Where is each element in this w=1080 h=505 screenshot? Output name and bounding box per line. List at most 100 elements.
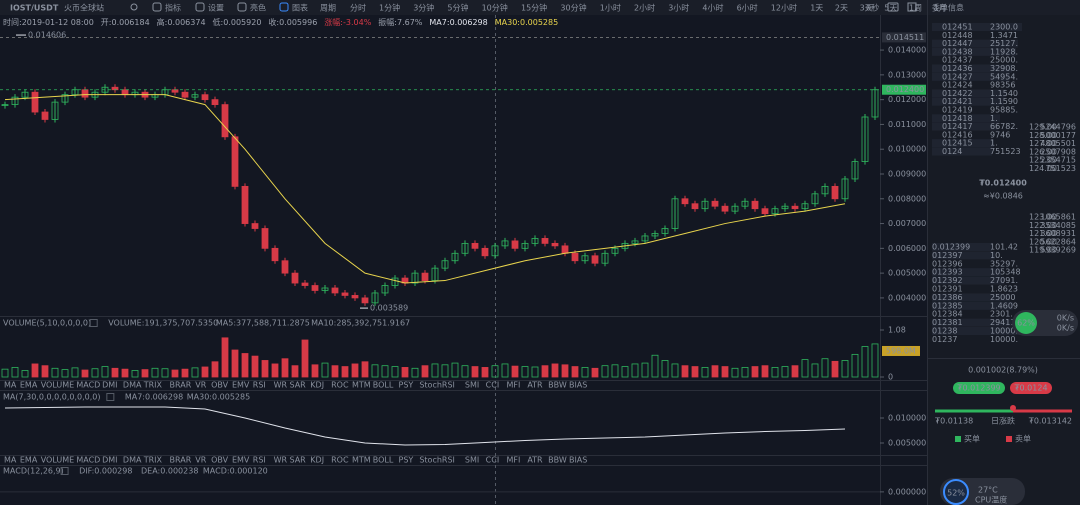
period-button[interactable]: 1分钟: [379, 3, 400, 13]
indicator-tab[interactable]: TRIX: [143, 381, 163, 390]
info-item: 收:0.005996: [268, 17, 317, 27]
indicator-tab[interactable]: DMA: [123, 381, 142, 390]
indicator-tab[interactable]: DMI: [102, 381, 117, 390]
indicator-tab[interactable]: SAR: [289, 381, 306, 390]
indicator-tab[interactable]: ATR: [527, 381, 543, 390]
info-item: MA30:0.005285: [495, 18, 558, 27]
panel-settings[interactable]: [89, 319, 98, 327]
toolbar-button[interactable]: 图表: [292, 3, 308, 13]
indicator-tab[interactable]: MA: [4, 456, 17, 465]
indicator-tab[interactable]: BIAS: [569, 381, 587, 390]
indicator-tab[interactable]: SMI: [465, 456, 479, 465]
candle: [731, 205, 739, 212]
indicator-tab[interactable]: BRAR: [170, 456, 192, 465]
price-tick-label: 0.008000: [888, 194, 926, 203]
indicator-tab[interactable]: MA: [4, 381, 17, 390]
indicator-tab[interactable]: OBV: [211, 381, 229, 390]
indicator-tab[interactable]: SMI: [465, 381, 479, 390]
indicator-tab[interactable]: KDJ: [310, 456, 324, 465]
indicator-tab[interactable]: MACD: [76, 381, 100, 390]
depth-size: 2354715: [1040, 156, 1076, 165]
period-button[interactable]: 3分钟: [413, 3, 434, 13]
period-button[interactable]: 15分钟: [521, 3, 547, 13]
indicator-tab[interactable]: RSI: [253, 381, 266, 390]
period-button[interactable]: 1月: [934, 4, 947, 13]
panel-legend: DIF:0.000298: [79, 467, 132, 476]
volume-bar: [661, 360, 669, 378]
period-button[interactable]: 2天: [835, 4, 848, 13]
volume-bar: [51, 367, 59, 378]
sell-button[interactable]: [1010, 382, 1052, 394]
period-button[interactable]: 30分钟: [560, 3, 586, 13]
indicator-tab[interactable]: TRIX: [143, 456, 163, 465]
period-button[interactable]: 6小时: [737, 3, 758, 13]
indicator-tab[interactable]: MTM: [352, 381, 371, 390]
indicator-tab[interactable]: ROC: [331, 456, 349, 465]
indicator-tab[interactable]: BBW: [548, 456, 567, 465]
candle: [341, 292, 349, 296]
indicator-tab[interactable]: RSI: [253, 456, 266, 465]
indicator-tab[interactable]: MACD: [76, 456, 100, 465]
indicator-tab[interactable]: WR: [274, 381, 288, 390]
indicator-tab[interactable]: EMV: [232, 456, 250, 465]
period-button[interactable]: 2小时: [634, 3, 655, 13]
indicator-tab[interactable]: DMA: [123, 456, 142, 465]
indicator-tab[interactable]: OBV: [211, 456, 229, 465]
indicator-tab[interactable]: VOLUME: [41, 456, 74, 465]
period-button[interactable]: 12小时: [771, 3, 797, 13]
indicator-tab[interactable]: EMA: [20, 456, 38, 465]
indicator-tab[interactable]: KDJ: [310, 381, 324, 390]
indicator-tab[interactable]: BIAS: [569, 456, 587, 465]
period-button[interactable]: 1小时: [600, 3, 621, 13]
panel-settings[interactable]: [106, 393, 115, 401]
indicator-tab[interactable]: CCI: [486, 381, 500, 390]
period-button[interactable]: 1天: [810, 4, 823, 13]
indicator-tab[interactable]: EMV: [232, 381, 250, 390]
ask-price: 012448: [942, 31, 973, 40]
indicator-tab[interactable]: ROC: [331, 381, 349, 390]
indicator-tab[interactable]: MFI: [507, 456, 521, 465]
indicator-tab[interactable]: VOLUME: [41, 381, 74, 390]
candle: [491, 245, 499, 257]
toolbar-button[interactable]: 亮色: [250, 3, 266, 13]
period-button[interactable]: 5分钟: [447, 3, 468, 13]
indicator-tab[interactable]: PSY: [399, 381, 414, 390]
buy-button-label[interactable]: ₮0.012399: [957, 384, 1000, 393]
candle: [711, 200, 719, 207]
indicator-tab[interactable]: BRAR: [170, 381, 192, 390]
camera-icon[interactable]: [887, 2, 899, 12]
indicator-tab[interactable]: VR: [195, 381, 206, 390]
toolbar-button[interactable]: 指标: [165, 3, 181, 13]
volume-bar: [61, 369, 69, 378]
indicator-tab[interactable]: BBW: [548, 381, 567, 390]
period-button[interactable]: 4小时: [702, 3, 723, 13]
indicator-tab[interactable]: PSY: [399, 456, 414, 465]
sell-button-label[interactable]: ₮0.0124: [1014, 384, 1047, 393]
indicator-tab[interactable]: StochRSI: [419, 456, 455, 465]
period-button[interactable]: 10分钟: [482, 3, 508, 13]
period-button[interactable]: 3小时: [668, 3, 689, 13]
indicator-tab[interactable]: DMI: [102, 456, 117, 465]
indicator-tab[interactable]: StochRSI: [419, 381, 455, 390]
toolbar-button[interactable]: 设置: [208, 3, 224, 13]
depth-size: 2507908: [1040, 147, 1076, 156]
buy-button[interactable]: [953, 382, 1005, 394]
fullscreen-icon[interactable]: [907, 2, 917, 12]
period-button[interactable]: 5天: [884, 4, 897, 13]
depth-size: 3608931: [1040, 229, 1076, 238]
indicator-tab[interactable]: BOLL: [373, 456, 394, 465]
period-button[interactable]: 分时: [350, 3, 366, 13]
indicator-tab[interactable]: MTM: [352, 456, 371, 465]
indicator-tab[interactable]: VR: [195, 456, 206, 465]
indicator-tab[interactable]: EMA: [20, 381, 38, 390]
indicator-tab[interactable]: WR: [274, 456, 288, 465]
indicator-tab[interactable]: ATR: [527, 456, 543, 465]
panel-settings[interactable]: [60, 467, 69, 475]
indicator-tab[interactable]: CCI: [486, 456, 500, 465]
range-high: ₮0.013142: [1029, 417, 1072, 426]
indicator-tab[interactable]: MFI: [507, 381, 521, 390]
volume-bar: [471, 366, 479, 378]
indicator-tab[interactable]: BOLL: [373, 381, 394, 390]
indicator-tab[interactable]: SAR: [289, 456, 306, 465]
period-button[interactable]: 3天: [860, 4, 873, 13]
